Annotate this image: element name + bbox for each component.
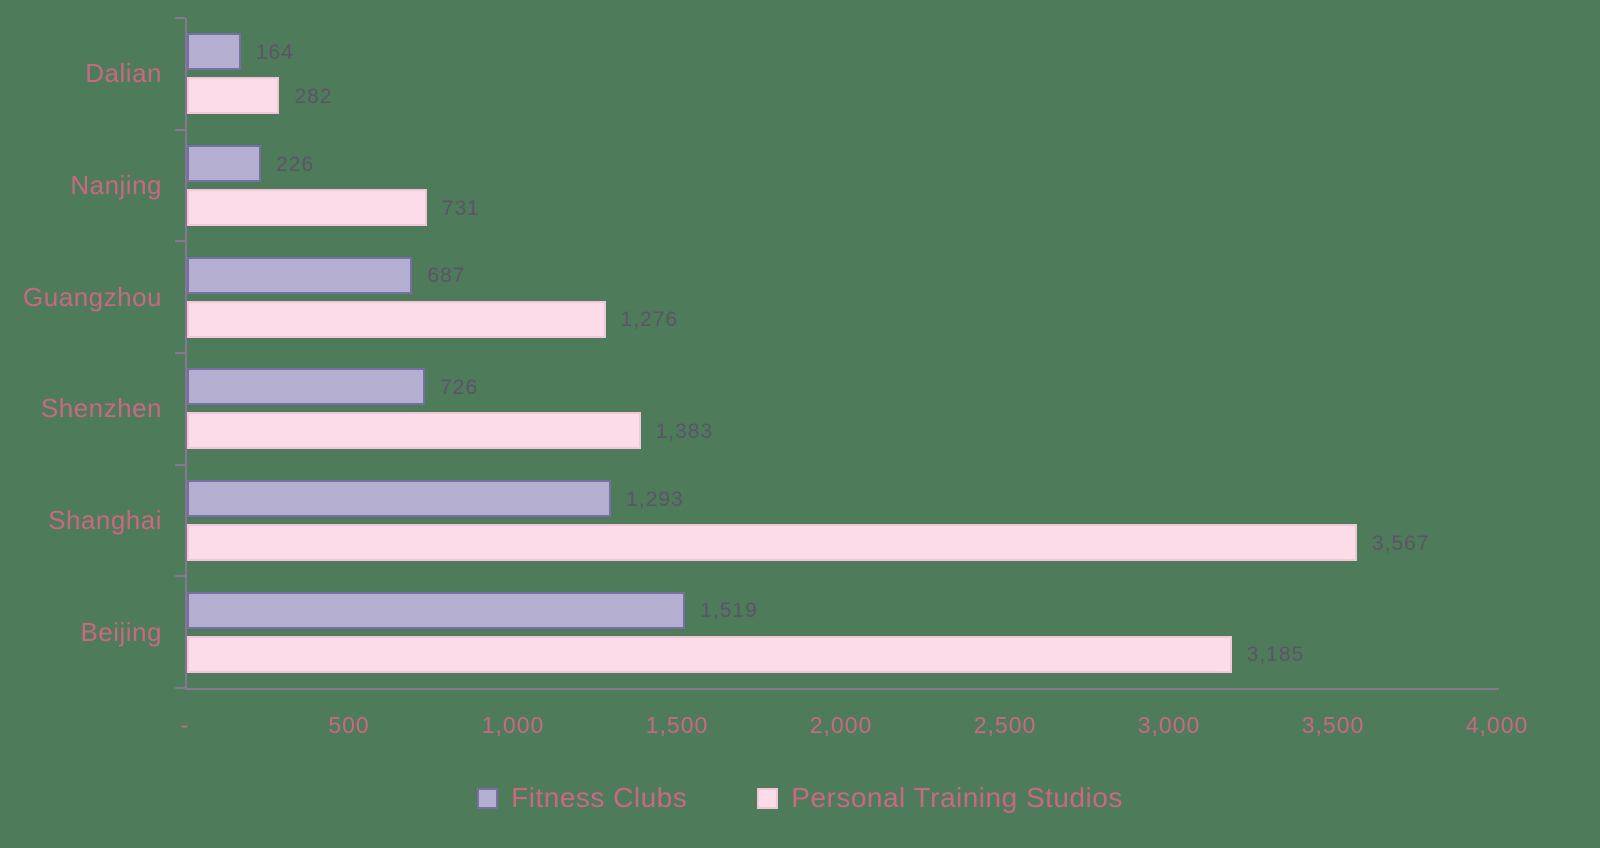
- legend-item-fitness-clubs: Fitness Clubs: [477, 782, 687, 814]
- category-label-dalian: Dalian: [85, 58, 162, 89]
- bar-personal-training-studios: [187, 412, 641, 450]
- category-label-shenzhen: Shenzhen: [40, 393, 162, 424]
- bar-fitness-clubs: [187, 33, 241, 71]
- category-label-guangzhou: Guangzhou: [23, 281, 162, 312]
- x-tick-label: 1,500: [645, 712, 709, 738]
- value-label: 226: [276, 152, 315, 176]
- legend-swatch-fitness-clubs-icon: [477, 787, 499, 809]
- x-tick-label: 2,500: [973, 712, 1037, 738]
- y-axis-tick: [175, 240, 185, 243]
- y-axis-tick: [175, 352, 185, 354]
- legend-label-fitness-clubs: Fitness Clubs: [511, 782, 688, 813]
- y-axis-tick: [175, 17, 185, 19]
- y-axis-tick: [175, 575, 185, 578]
- x-tick-label: 1,000: [481, 712, 545, 738]
- legend-swatch-personal-training-studios-icon: [757, 787, 779, 809]
- x-tick-label: 500: [328, 712, 370, 738]
- bar-fitness-clubs: [187, 368, 426, 406]
- x-tick-label: 2,000: [809, 712, 873, 738]
- bar-fitness-clubs: [187, 256, 413, 294]
- bar-personal-training-studios: [187, 77, 280, 115]
- bar-personal-training-studios: [187, 524, 1357, 561]
- legend-item-personal-training-studios: Personal Training Studios: [757, 782, 1123, 814]
- x-tick-label: 4,000: [1465, 712, 1529, 738]
- value-label: 1,519: [700, 599, 758, 623]
- value-label: 3,567: [1371, 531, 1430, 555]
- y-axis-tick: [175, 463, 185, 466]
- bar-personal-training-studios: [187, 189, 427, 226]
- category-label-shanghai: Shanghai: [48, 504, 162, 535]
- value-label: 687: [427, 264, 466, 288]
- x-tick-label: 3,500: [1301, 712, 1365, 738]
- value-label: 282: [294, 84, 333, 108]
- bar-personal-training-studios: [187, 635, 1232, 673]
- value-label: 1,276: [620, 308, 679, 332]
- legend: Fitness Clubs Personal Training Studios: [0, 782, 1600, 814]
- category-label-nanjing: Nanjing: [70, 169, 162, 200]
- bar-personal-training-studios: [187, 300, 606, 338]
- x-tick-label: 3,000: [1137, 712, 1201, 738]
- value-label: 164: [255, 40, 294, 64]
- value-label: 726: [440, 375, 479, 399]
- y-axis-tick: [175, 687, 185, 689]
- plot-area: 164 282 226 731 687 1,276 726 1,383 1,293 3,567 1,…: [185, 18, 1499, 690]
- y-axis-tick: [175, 128, 185, 131]
- bar-fitness-clubs: [187, 591, 686, 629]
- x-tick-label: -: [180, 712, 190, 738]
- value-label: 731: [441, 196, 480, 220]
- value-label: 1,293: [626, 487, 684, 511]
- value-label: 3,185: [1246, 643, 1305, 667]
- legend-label-personal-training-studios: Personal Training Studios: [791, 782, 1123, 813]
- bar-fitness-clubs: [187, 145, 262, 182]
- category-label-beijing: Beijing: [80, 616, 162, 647]
- bar-fitness-clubs: [187, 480, 612, 517]
- value-label: 1,383: [655, 419, 714, 443]
